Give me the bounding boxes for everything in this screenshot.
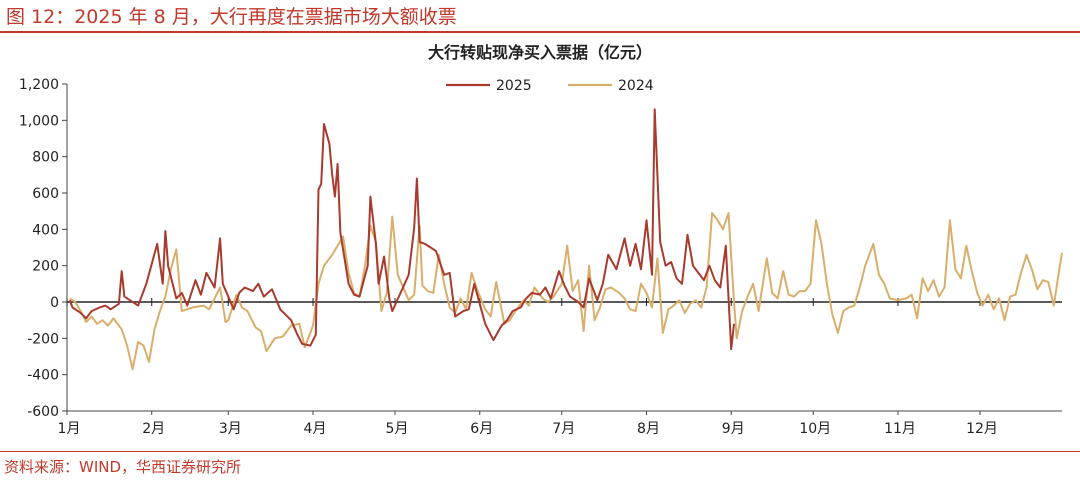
x-tick-label: 11月 xyxy=(884,421,916,437)
x-tick-label: 7月 xyxy=(552,421,575,437)
source-note: 资料来源：WIND，华西证券研究所 xyxy=(4,458,242,476)
chart-series xyxy=(68,108,1063,371)
x-tick-label: 3月 xyxy=(219,421,242,437)
y-tick-label: 1,000 xyxy=(19,113,59,129)
legend-label-2025: 2025 xyxy=(496,78,532,94)
y-tick-label: 600 xyxy=(32,186,59,202)
y-tick-label: -600 xyxy=(27,404,59,420)
y-tick-label: 200 xyxy=(32,259,59,275)
y-tick-label: -200 xyxy=(27,331,59,347)
x-tick-label: 12月 xyxy=(966,421,998,437)
series-line-2025 xyxy=(68,108,735,351)
x-tick-label: 5月 xyxy=(386,421,409,437)
x-tick-label: 4月 xyxy=(304,421,327,437)
x-tick-label: 2月 xyxy=(142,421,165,437)
bottom-divider xyxy=(0,451,1080,452)
y-tick-label: 400 xyxy=(32,222,59,238)
series-line-2024 xyxy=(69,212,1063,371)
line-chart: 大行转贴现净买入票据（亿元） 2025 2024 -600 -400 -200 0 200… xyxy=(19,43,1063,437)
y-tick-label: 1,200 xyxy=(19,77,59,93)
y-tick-label: 800 xyxy=(32,150,59,166)
figure-title: 图 12：2025 年 8 月，大行再度在票据市场大额收票 xyxy=(6,6,457,28)
x-tick-label: 8月 xyxy=(637,421,660,437)
chart-axes: -600 -400 -200 0 200 400 600 800 1,000 1,200 1月 2月 3… xyxy=(19,77,1062,437)
top-divider xyxy=(0,31,1080,33)
y-tick-label: 0 xyxy=(50,295,59,311)
chart-title: 大行转贴现净买入票据（亿元） xyxy=(428,43,652,62)
x-tick-label: 6月 xyxy=(470,421,493,437)
y-tick-label: -400 xyxy=(27,368,59,384)
x-tick-label: 1月 xyxy=(58,421,81,437)
x-tick-label: 9月 xyxy=(722,421,745,437)
chart-legend: 2025 2024 xyxy=(446,78,654,94)
x-tick-label: 10月 xyxy=(799,421,831,437)
legend-label-2024: 2024 xyxy=(618,78,654,94)
